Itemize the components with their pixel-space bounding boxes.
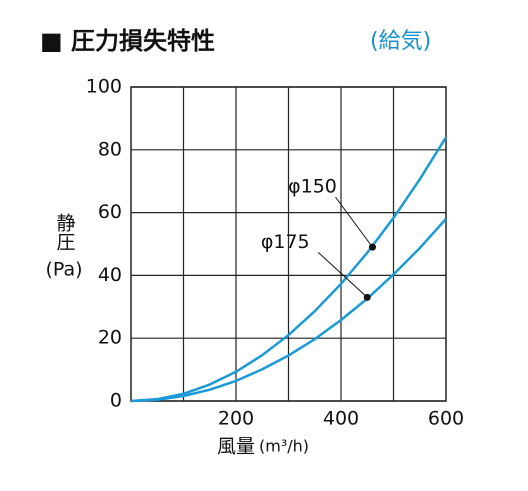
y-tick-label: 100 — [86, 76, 122, 98]
curve — [130, 218, 447, 403]
y-axis-label: 静圧 — [54, 213, 76, 251]
annotation-label: φ150 — [288, 176, 337, 198]
y-tick-label: 80 — [98, 138, 122, 160]
annotation-dot — [369, 243, 376, 251]
leader-line — [317, 252, 368, 298]
plot-frame — [130, 86, 447, 402]
annotation-dot — [363, 293, 371, 301]
annotation-label: φ175 — [261, 231, 310, 253]
chart-subtitle: (給気) — [370, 29, 431, 54]
chart-title: ■ 圧力損失特性 — [40, 27, 215, 55]
x-tick-label: 400 — [323, 408, 359, 430]
y-tick-label: 60 — [98, 201, 122, 223]
leader-line — [335, 196, 373, 248]
y-tick-label: 0 — [110, 390, 122, 412]
x-axis-label: 風量 — [217, 436, 255, 458]
x-axis-unit: (m³/h) — [259, 437, 309, 456]
y-axis-unit: (Pa) — [45, 259, 82, 281]
curve — [130, 136, 448, 403]
x-tick-label: 600 — [428, 408, 464, 430]
y-tick-label: 20 — [98, 327, 122, 349]
x-tick-label: 200 — [218, 408, 254, 430]
y-tick-label: 40 — [98, 264, 122, 286]
